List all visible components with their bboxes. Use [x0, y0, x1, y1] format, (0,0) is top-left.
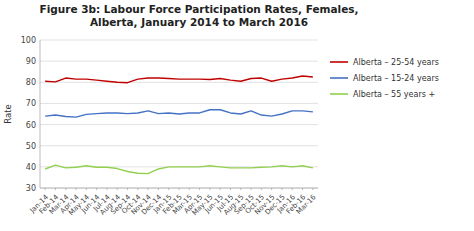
- y-tick-label: 50: [26, 142, 36, 151]
- y-axis: [40, 40, 41, 188]
- x-tick-label: Mar-16: [295, 193, 318, 216]
- x-tick: [127, 188, 128, 190]
- y-tick-label: 30: [26, 184, 36, 193]
- grid-line: [40, 82, 318, 83]
- y-tick-label: 100: [21, 36, 36, 45]
- x-tick: [230, 188, 231, 190]
- x-tick: [281, 188, 282, 190]
- y-tick-label: 70: [26, 99, 36, 108]
- x-tick: [96, 188, 97, 190]
- line: [45, 165, 313, 173]
- x-tick: [45, 188, 46, 190]
- x-tick: [117, 188, 118, 190]
- x-tick: [209, 188, 210, 190]
- y-tick-label: 60: [26, 121, 36, 130]
- legend-swatch: [330, 61, 348, 63]
- grid-line: [40, 40, 318, 41]
- legend-swatch: [330, 93, 348, 95]
- x-tick: [292, 188, 293, 190]
- x-tick: [302, 188, 303, 190]
- x-tick: [158, 188, 159, 190]
- x-tick: [179, 188, 180, 190]
- x-tick: [168, 188, 169, 190]
- grid-line: [40, 124, 318, 125]
- x-tick: [65, 188, 66, 190]
- x-tick: [76, 188, 77, 190]
- x-tick: [199, 188, 200, 190]
- x-tick: [189, 188, 190, 190]
- grid-line: [40, 103, 318, 104]
- grid-line: [40, 145, 318, 146]
- series-group: [45, 76, 313, 174]
- y-tick-label: 40: [26, 163, 36, 172]
- x-tick: [86, 188, 87, 190]
- chart: Figure 3b: Labour Force Participation Ra…: [0, 0, 474, 231]
- x-tick: [220, 188, 221, 190]
- legend-label: Alberta – 15-24 years: [353, 74, 439, 83]
- x-tick: [312, 188, 313, 190]
- line: [45, 76, 313, 83]
- grid: [40, 40, 318, 188]
- legend-swatch: [330, 77, 348, 79]
- x-tick: [55, 188, 56, 190]
- legend-label: Alberta – 25-54 years: [353, 58, 439, 67]
- x-tick: [261, 188, 262, 190]
- y-axis-label: Rate: [3, 104, 13, 124]
- x-tick: [251, 188, 252, 190]
- grid-line: [40, 61, 318, 62]
- y-tick-label: 80: [26, 78, 36, 87]
- x-tick: [240, 188, 241, 190]
- x-tick: [137, 188, 138, 190]
- x-tick: [106, 188, 107, 190]
- x-tick: [148, 188, 149, 190]
- x-tick: [271, 188, 272, 190]
- title: Figure 3b: Labour Force Participation Ra…: [39, 3, 358, 28]
- line: [45, 110, 313, 117]
- legend-label: Alberta – 55 years +: [353, 90, 435, 99]
- legend: Alberta – 25-54 years Alberta – 15-24 yea…: [330, 58, 439, 99]
- y-tick-label: 90: [26, 57, 36, 66]
